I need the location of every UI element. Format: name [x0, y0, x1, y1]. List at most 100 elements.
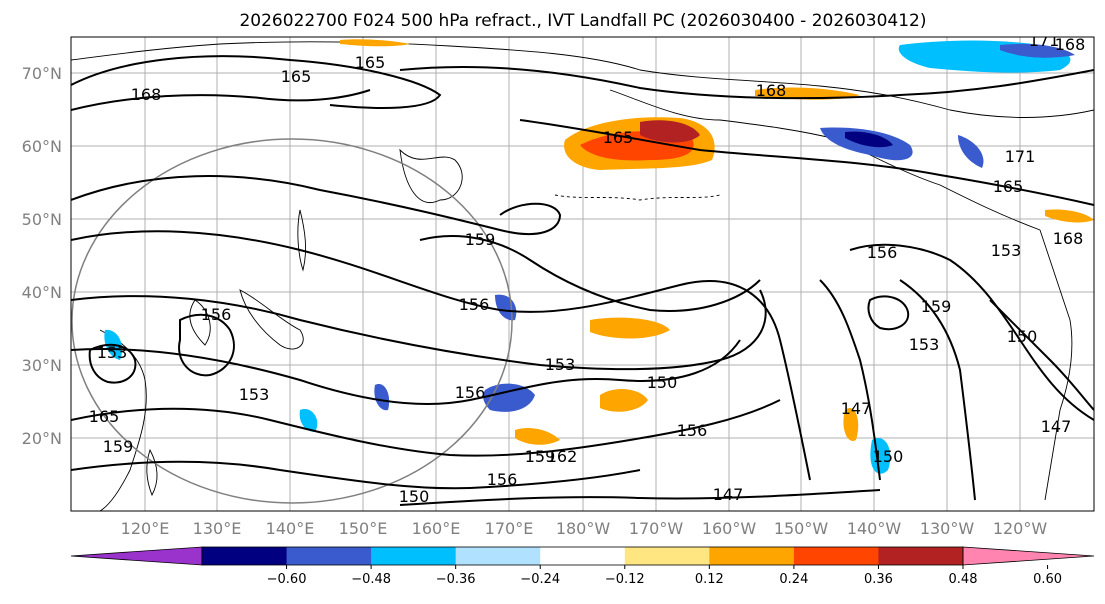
- lon-label: 130°W: [920, 519, 975, 538]
- colorbar-segment: [540, 547, 626, 565]
- contour-153-closed: [88, 343, 137, 384]
- contour-label: 168: [756, 81, 787, 100]
- lon-label: 160°E: [412, 519, 461, 538]
- chart-title: 2026022700 F024 500 hPa refract., IVT La…: [239, 11, 926, 31]
- contour-label: 159: [525, 447, 556, 466]
- gridlines: [71, 37, 1094, 511]
- shading-patches: [104, 39, 1094, 474]
- contour-label: 153: [991, 241, 1022, 260]
- contour-156-east: [849, 243, 1094, 421]
- patch-east-orange: [843, 408, 859, 441]
- landfall-region-circle: [71, 138, 513, 504]
- colorbar-tick-label: 0.60: [1033, 572, 1062, 587]
- contours: [71, 55, 1094, 506]
- lon-label: 170°E: [485, 519, 534, 538]
- lat-label: 60°N: [22, 137, 62, 156]
- contour-label: 156: [677, 421, 708, 440]
- patch-gulf-alaska-navy: [845, 131, 893, 148]
- patch-arctic-orange: [340, 39, 410, 47]
- contour-label: 165: [89, 407, 120, 426]
- colorbar: −0.60 −0.48 −0.36 −0.24 −0.12 0.12 0.24 0.36 0.4…: [70, 546, 1095, 587]
- contour-label: 165: [603, 128, 634, 147]
- contour-150-east: [989, 299, 1094, 411]
- kamchatka-outline: [399, 148, 463, 203]
- lat-label: 50°N: [22, 210, 62, 229]
- map-panel: 165 165 168 168 171 165 168 165 159 156 …: [70, 31, 1095, 512]
- colorbar-tick-label: 0.48: [949, 572, 978, 587]
- patch-alaska-orange: [755, 87, 860, 100]
- contour-label: 156: [867, 243, 898, 262]
- contour-label: 156: [455, 383, 486, 402]
- contour-label: 171: [1029, 31, 1060, 50]
- contour-labels: 165 165 168 168 171 165 168 165 159 156 …: [89, 31, 1086, 506]
- aleutian-chain: [554, 194, 721, 201]
- lat-label: 20°N: [22, 429, 62, 448]
- lon-label: 120°E: [121, 519, 170, 538]
- colorbar-tick-label: 0.36: [864, 572, 893, 587]
- contour-label: 147: [1041, 417, 1072, 436]
- contour-label: 165: [355, 53, 386, 72]
- contour-label: 150: [647, 373, 678, 392]
- lon-label: 180°W: [556, 519, 611, 538]
- contour-156-closed: [178, 313, 235, 377]
- colorbar-segment: [793, 547, 879, 565]
- contour-159: [71, 175, 562, 235]
- contour-label: 171: [1005, 147, 1036, 166]
- contour-label: 156: [459, 295, 490, 314]
- lat-label: 30°N: [22, 356, 62, 375]
- contour-label: 165: [993, 177, 1024, 196]
- contour-150: [71, 339, 741, 405]
- japan-outline: [239, 289, 304, 350]
- lat-label: 40°N: [22, 283, 62, 302]
- contour-label: 159: [465, 230, 496, 249]
- patch-bering-darkred: [640, 120, 700, 143]
- longitude-labels: 120°E 130°E 140°E 150°E 160°E 170°E 180°…: [121, 519, 1048, 538]
- contour-label: 168: [131, 85, 162, 104]
- contour-label: 156: [487, 470, 518, 489]
- patch-central-pacific-orange: [600, 388, 648, 412]
- patch-south-orange: [515, 428, 560, 445]
- contour-label: 153: [97, 343, 128, 362]
- contour-label: 168: [1053, 229, 1084, 248]
- contour-label: 156: [201, 305, 232, 324]
- map-border: [70, 36, 1095, 512]
- colorbar-tick-label: −0.36: [436, 572, 476, 587]
- contour-147: [819, 279, 881, 481]
- contour-label: 147: [841, 399, 872, 418]
- patch-na-orange: [1045, 209, 1094, 223]
- contour-165-north: [71, 55, 442, 109]
- patch-central-pacific-blue: [483, 383, 535, 412]
- lat-label: 70°N: [22, 64, 62, 83]
- latitude-labels: 70°N 60°N 50°N 40°N 30°N 20°N: [22, 64, 62, 448]
- contour-159-closed: [867, 295, 910, 331]
- contour-label: 153: [239, 385, 270, 404]
- colorbar-segment: [371, 547, 457, 565]
- colorbar-extend-high: [962, 546, 1095, 566]
- contour-150-south: [399, 489, 881, 506]
- colorbar-segment: [709, 547, 795, 565]
- contour-label: 150: [873, 447, 904, 466]
- contour-165-bering: [519, 119, 1094, 206]
- lon-label: 120°W: [993, 519, 1048, 538]
- contour-label: 168: [1055, 35, 1086, 54]
- colorbar-extend-low: [70, 546, 203, 566]
- colorbar-tick-label: −0.48: [351, 572, 391, 587]
- korea-outline: [189, 299, 211, 346]
- contour-label: 165: [281, 67, 312, 86]
- arctic-coast: [71, 41, 1094, 118]
- contour-label: 150: [1007, 327, 1038, 346]
- sakhalin-outline: [297, 209, 307, 272]
- colorbar-tick-label: −0.60: [267, 572, 307, 587]
- lon-label: 150°W: [774, 519, 829, 538]
- colorbar-segment: [202, 547, 288, 565]
- lon-label: 140°E: [266, 519, 315, 538]
- lon-label: 130°E: [193, 519, 242, 538]
- contour-168-north: [71, 89, 371, 111]
- colorbar-segment: [286, 547, 372, 565]
- contour-label: 162: [547, 447, 578, 466]
- colorbar-segment: [455, 547, 541, 565]
- patch-bc-blue: [958, 135, 984, 168]
- colorbar-tick-label: −0.12: [605, 572, 645, 587]
- contour-168-arctic: [399, 65, 1094, 100]
